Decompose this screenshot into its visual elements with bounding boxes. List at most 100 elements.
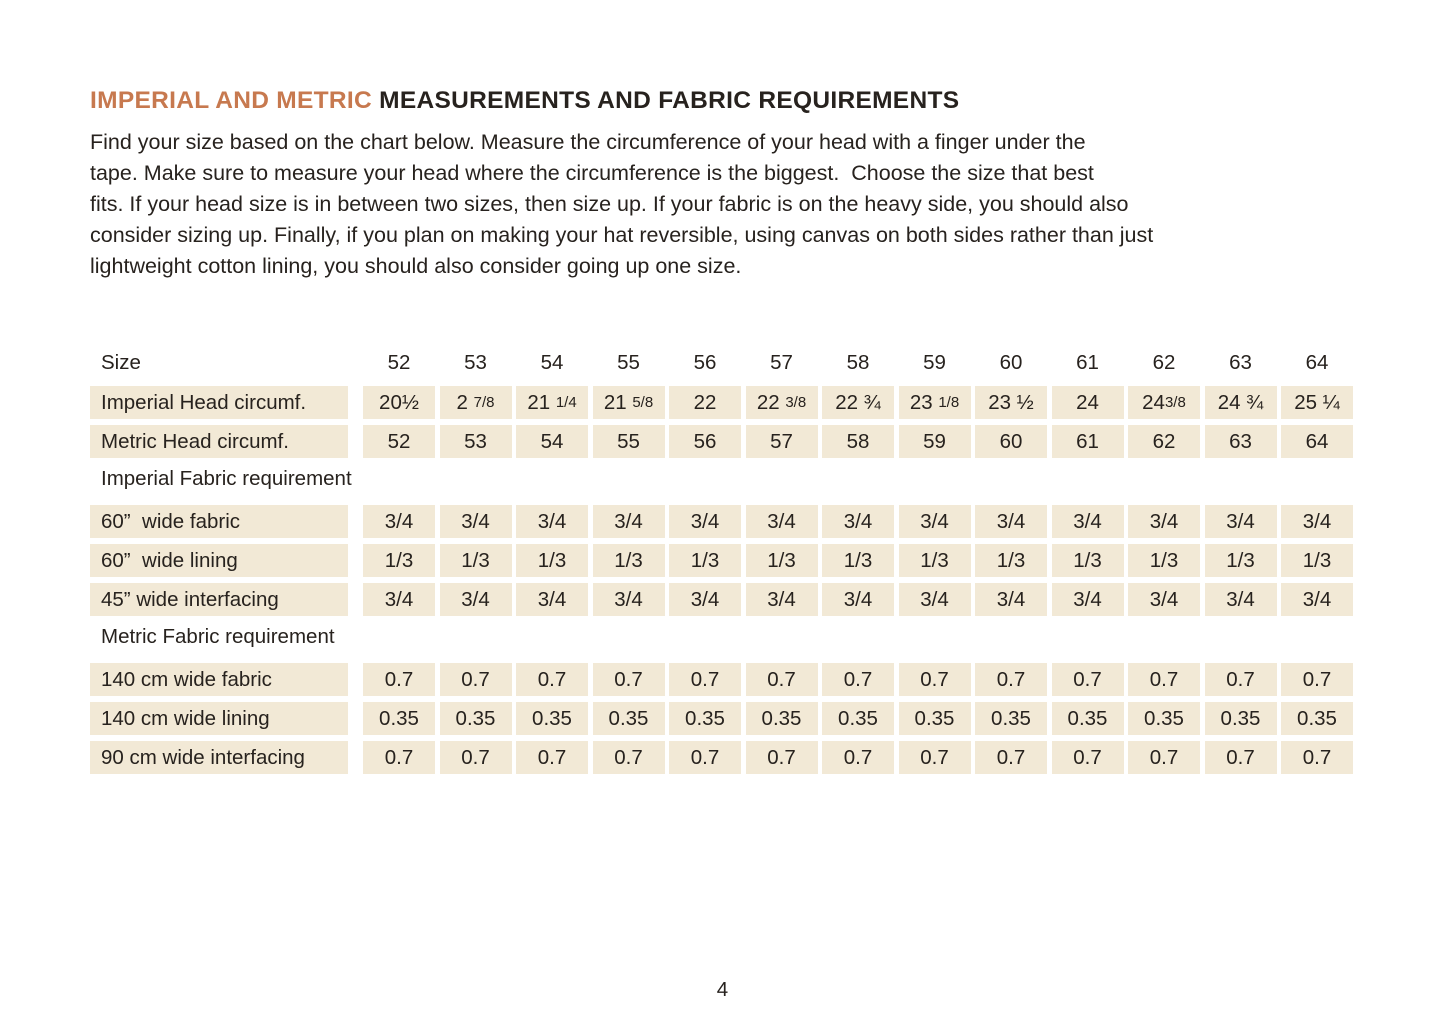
cell-value-main: 23 <box>909 390 939 414</box>
table-cell: 24 <box>1051 386 1124 419</box>
table-cell: 1/3 <box>439 544 512 577</box>
table-cell: 60 <box>975 425 1047 458</box>
table-cell: 0.7 <box>1204 663 1277 696</box>
size-column-header: 58 <box>846 351 870 374</box>
table-cell: 0.7 <box>439 663 512 696</box>
table-cell: 53 <box>439 425 512 458</box>
table-cell: 3/4 <box>439 505 512 538</box>
size-column-header: 57 <box>770 351 793 374</box>
cell-value-main: 24 <box>1142 390 1165 414</box>
table-cell: 0.7 <box>975 741 1047 774</box>
table-cell: 0.7 <box>822 663 894 696</box>
table-cell: 1/3 <box>1281 544 1353 577</box>
size-column-header: 55 <box>617 351 640 374</box>
cell-value-fraction: 1/8 <box>938 394 960 411</box>
row-label-90cm-wide-interfacing: 90 cm wide interfacing <box>90 741 348 774</box>
table-cell: 0.35 <box>592 702 665 735</box>
table-cell: 3/4 <box>1128 583 1200 616</box>
row-label-metric-head-circumference: Metric Head circumf. <box>90 425 348 458</box>
table-cell: 3/4 <box>669 583 741 616</box>
table-cell: 0.7 <box>1281 663 1353 696</box>
table-cell: 1/3 <box>1204 544 1277 577</box>
size-column-header: 59 <box>923 351 946 374</box>
table-cell: 3/4 <box>439 583 512 616</box>
table-cell: 1/3 <box>669 544 741 577</box>
table-cell: 1/3 <box>1051 544 1124 577</box>
table-row-140cm-wide-lining: 140 cm wide lining 0.35 0.35 0.35 0.35 0.35 0.… <box>90 702 1357 735</box>
table-cell: 55 <box>592 425 665 458</box>
row-label-size: Size <box>101 351 141 374</box>
table-cell: 3/4 <box>745 505 818 538</box>
table-cell: 0.35 <box>898 702 971 735</box>
table-cell: 0.7 <box>439 741 512 774</box>
table-cell: 0.35 <box>1051 702 1124 735</box>
table-cell: 22 3/8 <box>745 386 818 419</box>
size-column-header: 62 <box>1152 351 1176 374</box>
intro-paragraph: Find your size based on the chart below.… <box>90 127 1357 282</box>
table-cell: 0.7 <box>1051 741 1124 774</box>
table-cell: 54 <box>516 425 588 458</box>
table-cell: 0.35 <box>822 702 894 735</box>
table-cell: 3/4 <box>1281 505 1353 538</box>
cell-value-fraction: 5/8 <box>632 394 654 411</box>
page-title: IMPERIAL AND METRIC MEASUREMENTS AND FAB… <box>90 0 1357 114</box>
table-cell: 0.7 <box>898 741 971 774</box>
table-cell: 0.35 <box>669 702 741 735</box>
table-cell: 21 5/8 <box>592 386 665 419</box>
table-cell: 0.7 <box>363 741 435 774</box>
table-cell: 0.7 <box>1128 741 1200 774</box>
table-cell: 61 <box>1051 425 1124 458</box>
table-cell: 0.7 <box>516 663 588 696</box>
table-cell: 0.7 <box>822 741 894 774</box>
intro-line: Find your size based on the chart below.… <box>90 130 1086 154</box>
table-cell: 3/4 <box>669 505 741 538</box>
table-cell: 3/4 <box>898 583 971 616</box>
table-cell: 3/4 <box>516 505 588 538</box>
table-cell: 2 7/8 <box>439 386 512 419</box>
table-cell: 0.7 <box>745 741 818 774</box>
table-cell: 1/3 <box>822 544 894 577</box>
page-title-accent: IMPERIAL AND METRIC <box>90 87 380 114</box>
size-column-header: 53 <box>464 351 487 374</box>
table-cell: 0.7 <box>1128 663 1200 696</box>
page-content: IMPERIAL AND METRIC MEASUREMENTS AND FAB… <box>90 0 1357 774</box>
table-cell: 22 ¾ <box>822 386 894 419</box>
table-cell: 23 ½ <box>975 386 1047 419</box>
size-column-header: 52 <box>387 351 411 374</box>
table-cell: 3/4 <box>592 583 665 616</box>
row-label-140cm-wide-lining: 140 cm wide lining <box>90 702 348 735</box>
table-cell: 0.7 <box>669 741 741 774</box>
table-cell: 0.35 <box>363 702 435 735</box>
table-cell: 58 <box>822 425 894 458</box>
table-cell: 22 <box>669 386 741 419</box>
table-cell: 0.35 <box>745 702 818 735</box>
section-header-metric-fabric-requirement: Metric Fabric requirement <box>101 625 335 648</box>
cell-value-fraction: 1/4 <box>555 394 577 411</box>
table-cell: 3/4 <box>363 583 435 616</box>
table-cell: 3/4 <box>975 583 1047 616</box>
table-cell: 3/4 <box>975 505 1047 538</box>
table-cell: 1/3 <box>592 544 665 577</box>
table-cell: 0.35 <box>1204 702 1277 735</box>
table-row-60in-wide-lining: 60” wide lining 1/3 1/3 1/3 1/3 1/3 1/3 1/3 1/3 1… <box>90 544 1357 577</box>
table-cell: 0.7 <box>363 663 435 696</box>
cell-value-fraction: 3/8 <box>1164 394 1186 411</box>
row-label-140cm-wide-fabric: 140 cm wide fabric <box>90 663 348 696</box>
row-label-60in-wide-fabric: 60” wide fabric <box>90 505 348 538</box>
section-header-imperial-fabric-requirement: Imperial Fabric requirement <box>101 467 352 490</box>
table-cell: 59 <box>898 425 971 458</box>
intro-line: consider sizing up. Finally, if you plan… <box>90 223 1154 247</box>
size-column-header: 54 <box>540 351 564 374</box>
table-cell: 0.7 <box>592 741 665 774</box>
cell-value-fraction: 7/8 <box>473 394 495 411</box>
table-cell: 57 <box>745 425 818 458</box>
table-cell: 24 3/8 <box>1128 386 1200 419</box>
size-chart-table: Size 52 53 54 55 56 57 58 59 60 61 62 63 64 Imperial H… <box>90 348 1357 774</box>
table-row-size-header: Size 52 53 54 55 56 57 58 59 60 61 62 63 64 <box>90 348 1357 378</box>
table-cell: 3/4 <box>1204 583 1277 616</box>
table-cell: 1/3 <box>516 544 588 577</box>
table-cell: 23 1/8 <box>898 386 971 419</box>
table-cell: 52 <box>363 425 435 458</box>
table-cell: 3/4 <box>745 583 818 616</box>
page-title-rest: MEASUREMENTS AND FABRIC REQUIREMENTS <box>379 87 960 114</box>
